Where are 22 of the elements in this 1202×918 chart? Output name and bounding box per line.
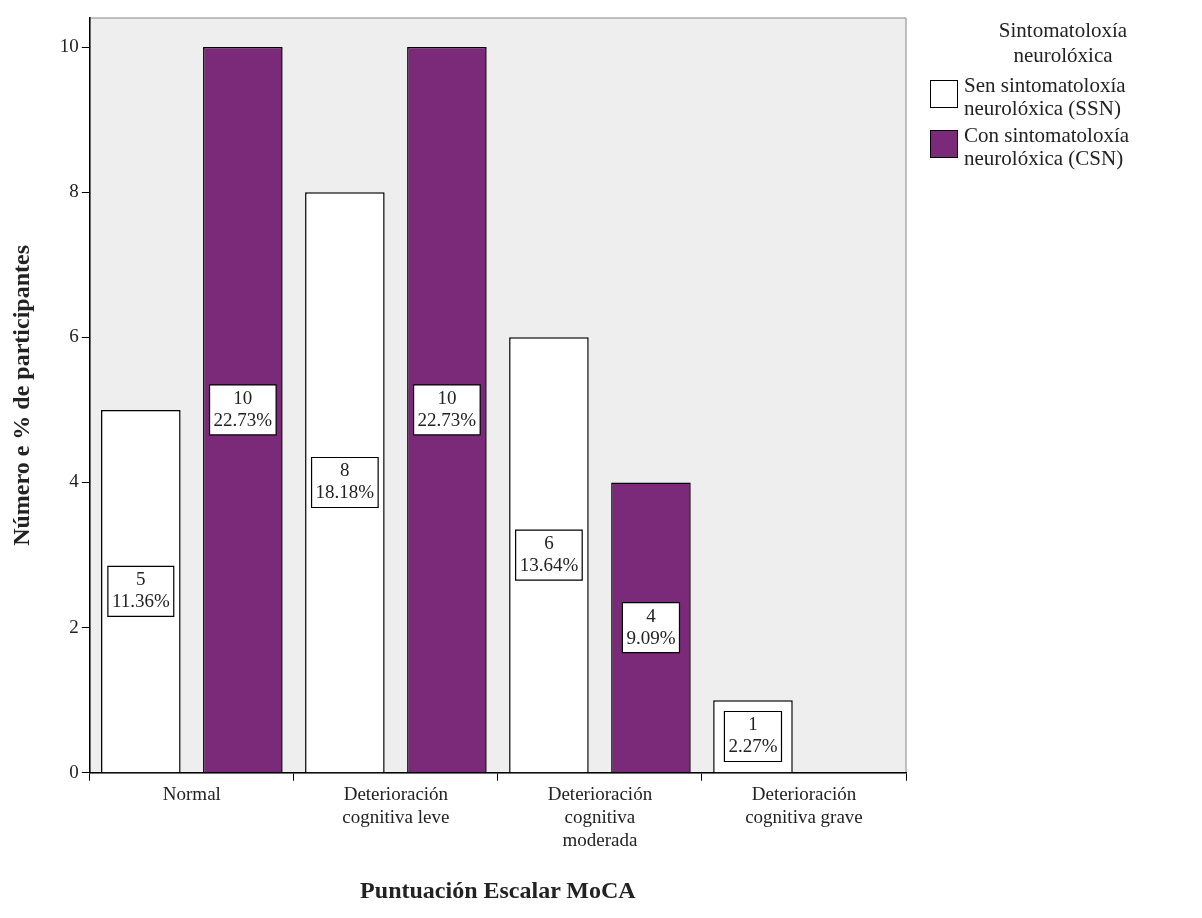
data-label: 5 11.36% [111,568,170,612]
data-label: 10 22.73% [417,386,477,430]
legend-title: Sintomatoloxía neurolóxica [997,18,1129,68]
y-tick-label: 8 [69,180,79,202]
y-axis-title: Número e % de participantes [7,244,34,546]
y-tick-label: 2 [69,615,79,637]
data-label: 6 13.64% [519,532,579,576]
data-label: 4 9.09% [626,604,676,648]
x-tick-label: Normal [162,783,221,805]
legend-label: Con sintomatoloxía neurolóxica (CSN) [964,123,1130,171]
y-tick-label: 6 [69,325,79,347]
x-tick-label: Deterioración cognitiva moderada [547,783,653,850]
data-label: 1 2.27% [728,713,778,757]
x-tick-label: Deterioración cognitiva grave [745,783,863,827]
legend-label: Sen sintomatoloxía neurolóxica (SSN) [964,73,1126,121]
x-tick-label: Deterioración cognitiva leve [342,783,450,827]
y-tick-label: 0 [69,760,79,782]
x-axis-title: Puntuación Escalar MoCA [360,876,637,903]
y-tick-label: 10 [59,35,79,57]
data-label: 10 22.73% [213,386,273,430]
y-tick-label: 4 [69,470,80,492]
data-label: 8 18.18% [315,459,375,503]
